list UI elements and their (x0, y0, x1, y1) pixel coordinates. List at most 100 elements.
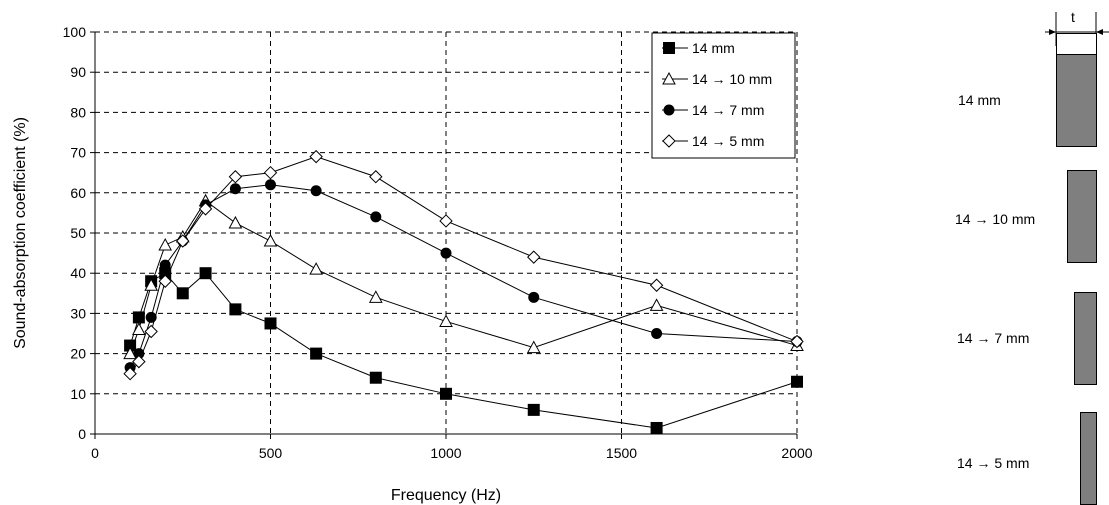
legend-item: 14 → 7 mm (662, 102, 764, 118)
data-point (649, 278, 664, 292)
data-point (309, 149, 323, 164)
x-tick-label: 1000 (430, 445, 461, 461)
data-point (310, 347, 323, 360)
data-point (370, 211, 382, 223)
legend-marker (663, 104, 675, 116)
data-point (263, 233, 278, 247)
y-tick-label: 60 (70, 185, 86, 201)
line-chart: 0 500 1000 1500 2000 0102030405060708090100 … (12, 24, 813, 504)
data-point (439, 314, 453, 327)
y-tick-label: 40 (70, 265, 86, 281)
y-tick-label: 30 (70, 305, 86, 321)
data-point (649, 298, 664, 311)
legend-marker (662, 71, 676, 85)
specimen-label: 14 → 7 mm (957, 330, 1030, 346)
data-point (176, 234, 190, 248)
data-point (526, 340, 541, 354)
legend-item: 14 → 10 mm (662, 71, 772, 87)
series-2 (123, 193, 804, 360)
y-tick-label: 80 (70, 104, 86, 120)
data-point (527, 403, 540, 416)
specimen-bar (1080, 412, 1097, 505)
data-point (132, 322, 146, 335)
data-point (158, 238, 173, 251)
legend-label: 14 → 10 mm (692, 71, 772, 87)
legend-label: 14 → 5 mm (692, 133, 764, 149)
y-tick-label: 90 (70, 64, 86, 80)
data-point (440, 247, 452, 259)
grid (95, 31, 798, 434)
data-point (650, 421, 663, 434)
series-1 (124, 267, 803, 434)
y-tick-label: 0 (78, 426, 86, 442)
data-point (368, 290, 383, 303)
data-point (264, 317, 277, 330)
specimen-label: 14 → 5 mm (957, 455, 1030, 471)
series-4 (123, 149, 804, 381)
data-point (439, 214, 453, 228)
specimen-bar (1056, 54, 1097, 147)
specimen-bar (1067, 170, 1097, 263)
series-line (129, 156, 798, 374)
thickness-symbol: t (1071, 9, 1075, 25)
legend-label: 14 mm (692, 40, 735, 56)
x-axis-label: Frequency (Hz) (391, 487, 501, 504)
data-point (229, 183, 241, 195)
data-point (791, 375, 803, 388)
y-tick-label: 100 (63, 24, 87, 40)
specimen-label: 14 → 10 mm (955, 211, 1036, 227)
data-point (265, 179, 276, 191)
data-point (369, 170, 383, 184)
legend-marker (663, 42, 675, 54)
data-point (790, 334, 804, 349)
series-3 (124, 179, 803, 374)
series-line (129, 184, 798, 368)
x-tick-label: 500 (259, 445, 283, 461)
data-point (527, 250, 541, 264)
data-point (229, 303, 242, 316)
x-tick-label: 0 (91, 445, 99, 461)
series-group (123, 149, 804, 434)
legend-label: 14 → 7 mm (692, 102, 764, 118)
data-point (369, 371, 382, 384)
data-point (158, 274, 172, 288)
legend: 14 mm 14 → 10 mm 14 → 7 mm 14 → 5 mm (651, 32, 796, 159)
data-point (310, 185, 322, 197)
y-axis-label: Sound-absorption coefficient (%) (12, 117, 29, 349)
data-point (124, 339, 137, 352)
data-point (228, 170, 243, 184)
specimen-uncut-top (1056, 33, 1097, 55)
data-point (144, 324, 158, 339)
specimen-bar (1074, 292, 1097, 385)
legend-box (651, 32, 796, 159)
data-point (176, 287, 189, 300)
data-point (132, 354, 146, 369)
data-point (198, 202, 213, 216)
data-point (309, 262, 323, 275)
data-point (263, 165, 278, 180)
y-tick-label: 70 (70, 145, 86, 161)
data-point (651, 328, 663, 339)
data-point (123, 346, 137, 360)
series-line (129, 200, 798, 354)
data-point (133, 348, 145, 360)
data-point (440, 387, 452, 400)
data-point (228, 215, 243, 229)
y-axis-ticks: 0 10 20 30 40 50 60 70 80 90 100 (63, 24, 95, 442)
data-point (159, 259, 171, 271)
legend-marker (662, 134, 676, 148)
x-axis-ticks: 0 500 1000 1500 2000 (91, 434, 813, 461)
data-point (199, 267, 212, 280)
y-tick-label: 20 (70, 346, 86, 362)
legend-item: 14 → 5 mm (662, 133, 764, 149)
data-point (123, 366, 137, 381)
x-tick-label: 2000 (781, 445, 812, 461)
x-tick-label: 1500 (606, 445, 637, 461)
data-point (528, 291, 540, 303)
y-tick-label: 50 (70, 225, 86, 241)
y-tick-label: 10 (70, 386, 86, 402)
series-line (129, 272, 798, 429)
data-point (144, 278, 159, 291)
legend-item: 14 mm (662, 40, 735, 56)
specimen-label: 14 mm (958, 92, 1001, 108)
